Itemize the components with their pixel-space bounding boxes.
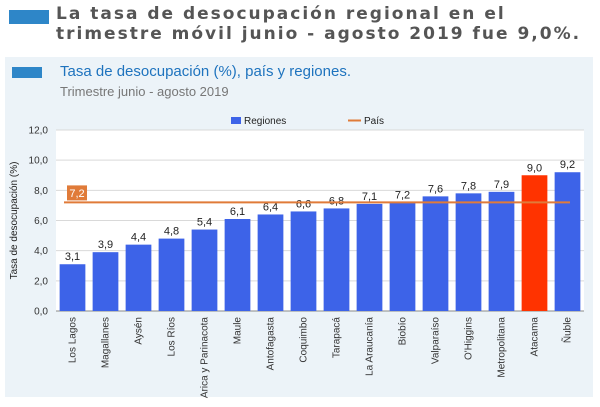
- x-tick-label: O'Higgins: [464, 317, 475, 360]
- bar-value-label: 7,9: [494, 179, 509, 191]
- bar-value-label: 9,2: [560, 159, 575, 171]
- bar: [488, 191, 515, 311]
- bar-value-label: 9,0: [527, 162, 542, 174]
- headline: La tasa de desocupación regional en el t…: [56, 4, 582, 44]
- bar: [389, 202, 416, 311]
- y-tick-label: 4,0: [34, 246, 48, 257]
- bar: [59, 264, 86, 311]
- y-tick-label: 12,0: [29, 126, 49, 137]
- legend-swatch-regiones: [231, 117, 241, 124]
- headline-marker: [9, 10, 49, 24]
- chart-title-marker: [12, 67, 42, 78]
- bar: [191, 229, 218, 311]
- bar: [125, 244, 152, 311]
- chart-subtitle: Trimestre junio - agosto 2019: [60, 84, 229, 99]
- country-label-box: [67, 185, 87, 201]
- x-tick-label: Maule: [233, 317, 244, 345]
- x-tick-label: Antofagasta: [266, 317, 277, 371]
- x-tick-label: Biobío: [398, 317, 409, 346]
- legend-label-pais: País: [364, 116, 384, 127]
- bar: [92, 252, 119, 311]
- bar: [356, 203, 383, 311]
- bar-value-label: 3,1: [65, 251, 80, 263]
- chart-title: Tasa de desocupación (%), país y regione…: [60, 63, 351, 80]
- x-tick-label: Valparaíso: [431, 317, 442, 365]
- bar-value-label: 3,9: [98, 239, 113, 251]
- x-tick-label: Magallanes: [101, 317, 112, 368]
- bar-value-label: 6,6: [296, 198, 311, 210]
- x-tick-label: Los Ríos: [167, 317, 178, 356]
- bar-value-label: 5,4: [197, 217, 212, 229]
- bar: [224, 218, 251, 311]
- bar: [290, 211, 317, 311]
- bar: [554, 172, 581, 311]
- bar-value-label: 4,8: [164, 226, 179, 238]
- bar: [521, 175, 548, 311]
- x-tick-label: Metropolitana: [497, 317, 508, 378]
- x-tick-label: La Araucanía: [365, 317, 376, 376]
- country-label: 7,2: [69, 188, 84, 200]
- y-tick-label: 0,0: [34, 307, 48, 318]
- legend-label-regiones: Regiones: [244, 116, 286, 127]
- x-tick-label: Atacama: [530, 317, 541, 357]
- bar-value-label: 6,1: [230, 206, 245, 218]
- bar: [257, 214, 284, 311]
- y-tick-label: 10,0: [29, 156, 49, 167]
- bar-value-label: 7,1: [362, 191, 377, 203]
- x-tick-label: Tarapacá: [332, 317, 343, 359]
- x-tick-label: Coquimbo: [299, 317, 310, 363]
- bar: [158, 238, 185, 311]
- bar: [323, 208, 350, 311]
- x-tick-label: Aysén: [134, 317, 145, 345]
- y-axis-label: Tasa de desocupación (%): [9, 162, 20, 280]
- y-tick-label: 8,0: [34, 186, 48, 197]
- bar-value-label: 6,4: [263, 201, 278, 213]
- bar-value-label: 7,6: [428, 183, 443, 195]
- y-tick-label: 2,0: [34, 276, 48, 287]
- bar-value-label: 4,4: [131, 232, 146, 244]
- x-tick-label: Ñuble: [561, 317, 574, 344]
- bar: [422, 196, 449, 311]
- bar-value-label: 7,2: [395, 189, 410, 201]
- bar: [455, 193, 482, 311]
- x-tick-label: Arica y Parinacota: [200, 317, 211, 399]
- x-tick-label: Los Lagos: [68, 317, 79, 363]
- bar-value-label: 7,8: [461, 180, 476, 192]
- y-tick-label: 6,0: [34, 216, 48, 227]
